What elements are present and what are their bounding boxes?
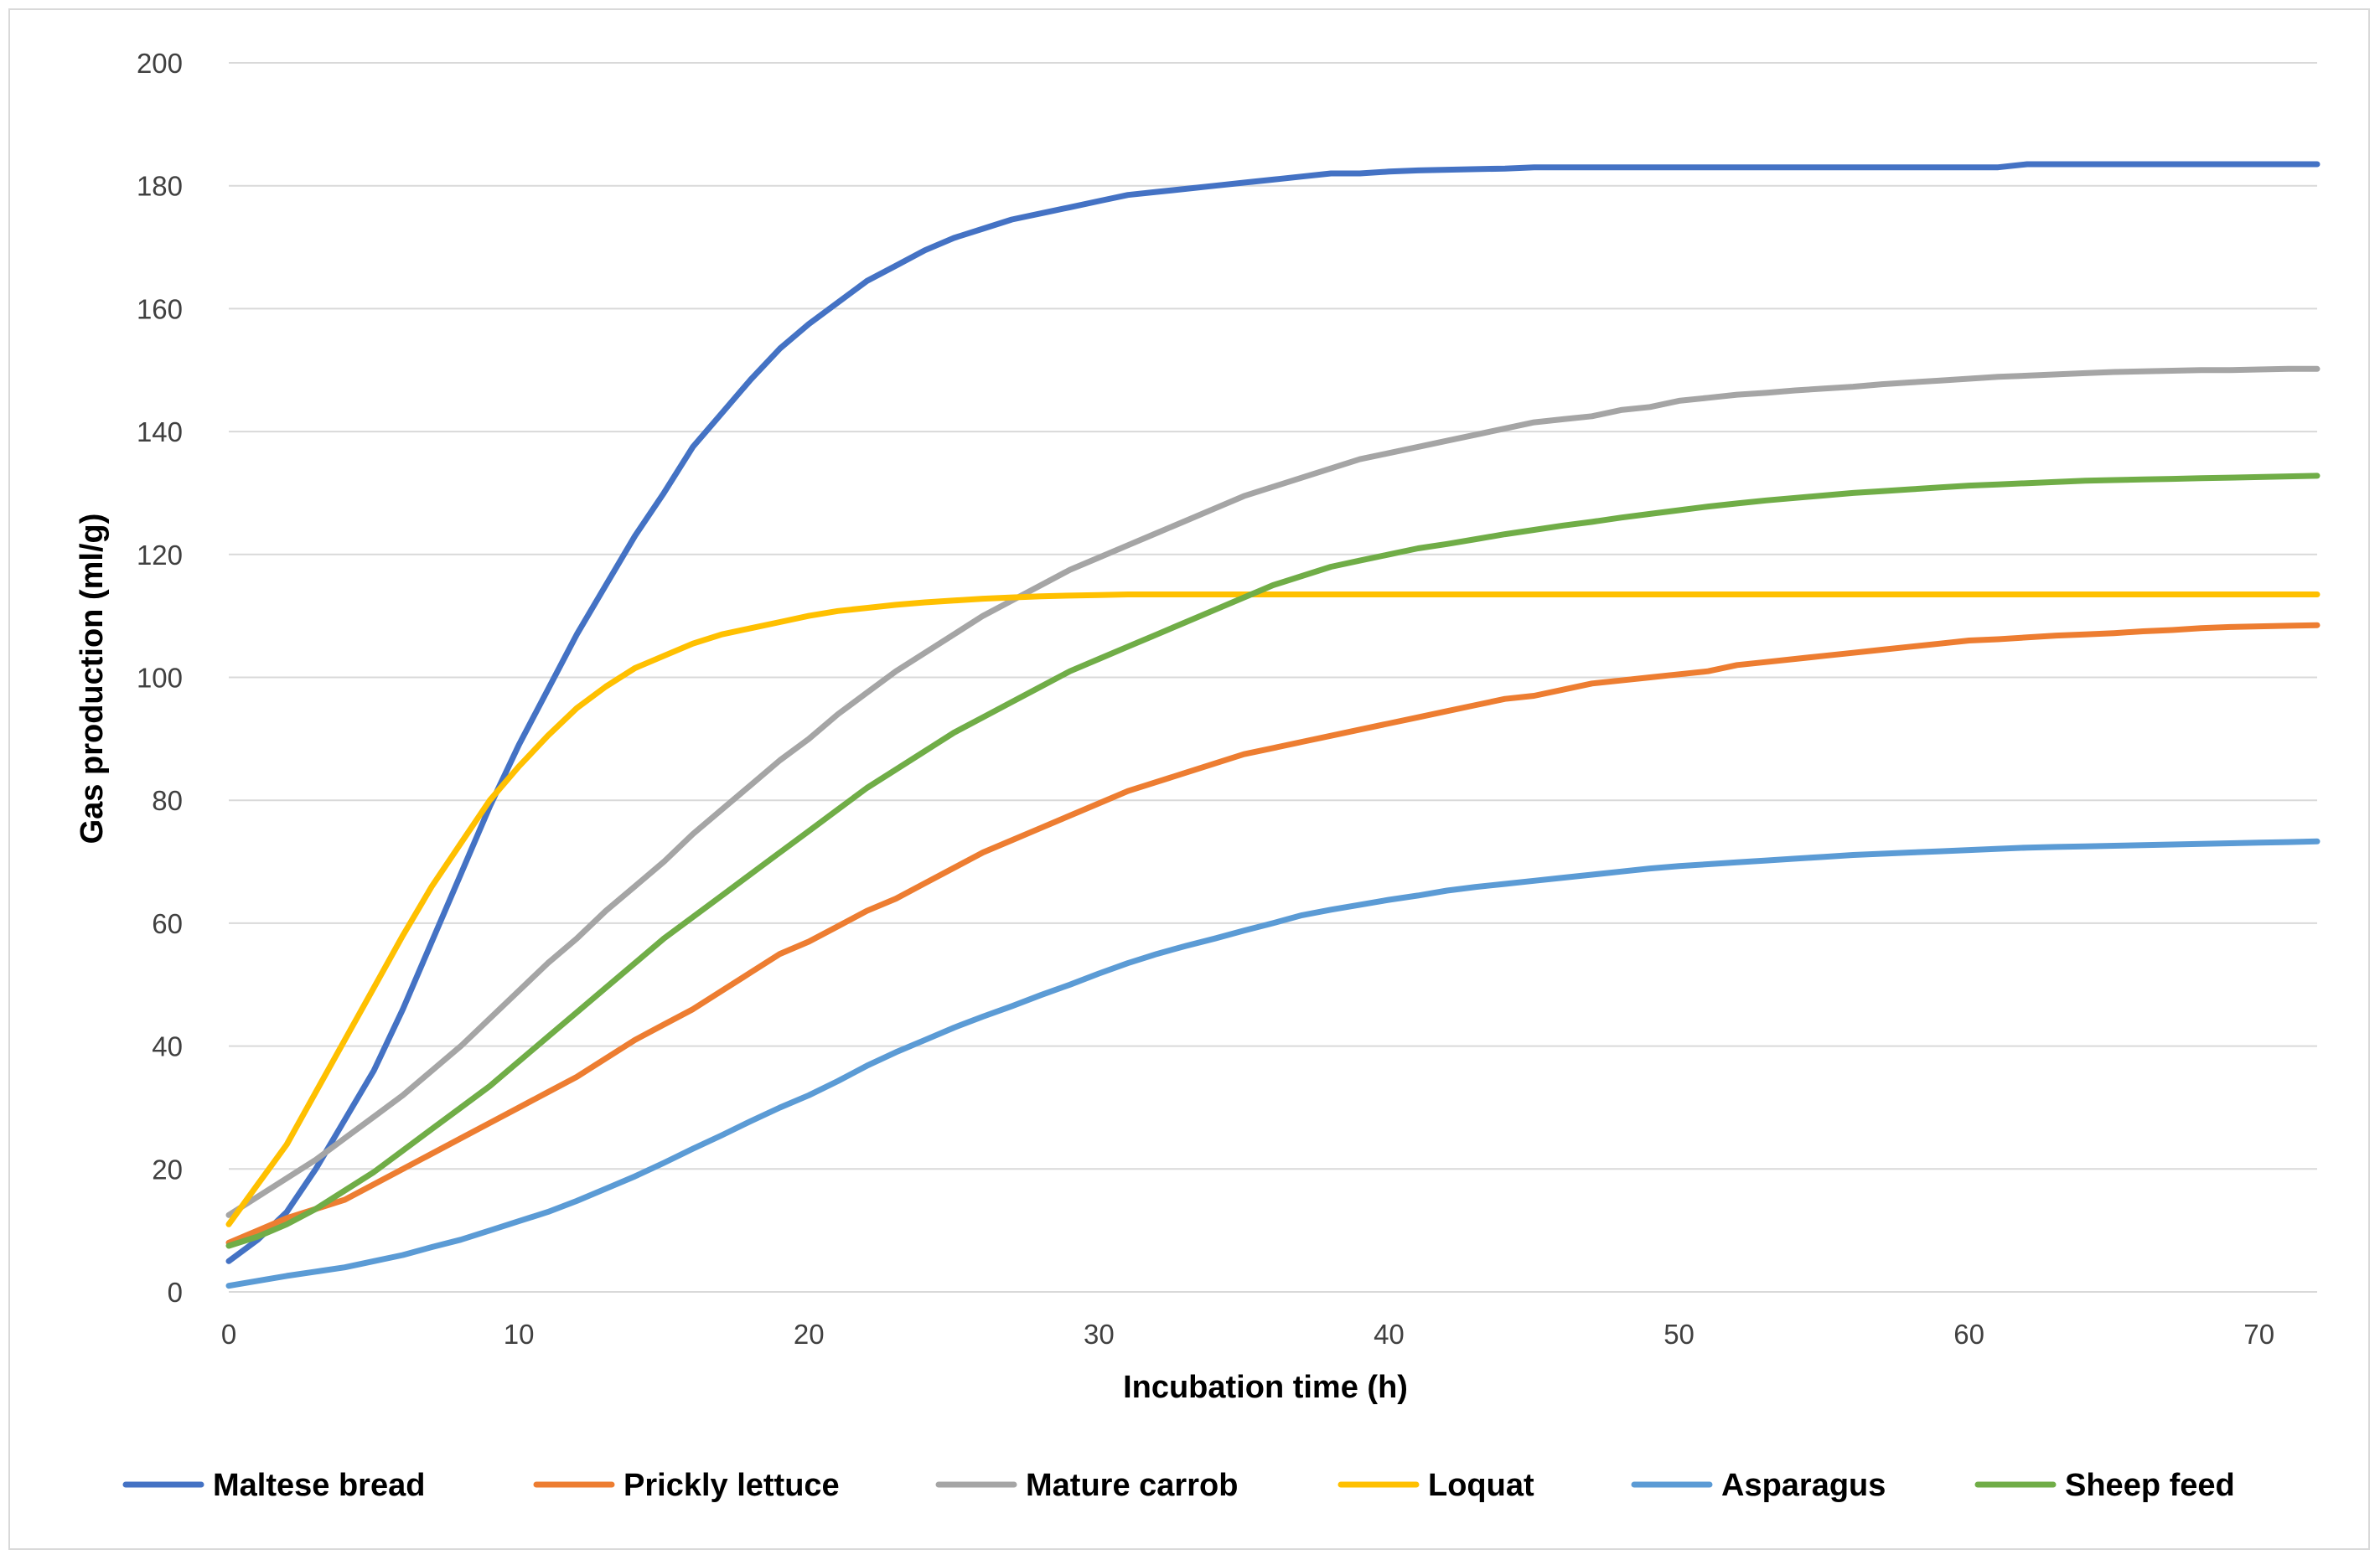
x-tick-label: 20 <box>794 1319 825 1350</box>
legend-item: Asparagus <box>1631 1468 1886 1503</box>
y-tick-label: 40 <box>152 1031 183 1062</box>
x-tick-label: 40 <box>1374 1319 1405 1350</box>
y-tick-label: 160 <box>137 293 183 324</box>
legend-label: Sheep feed <box>2065 1468 2235 1503</box>
legend-label: Asparagus <box>1721 1468 1886 1503</box>
legend-item: Sheep feed <box>1974 1468 2235 1503</box>
y-tick-label: 200 <box>137 48 183 79</box>
axes: Incubation time (h) Gas production (ml/g… <box>75 48 2274 1405</box>
legend-label: Prickly lettuce <box>623 1468 840 1503</box>
y-tick-label: 0 <box>168 1277 183 1308</box>
y-tick-label: 80 <box>152 785 183 816</box>
series-line-maltese-bread <box>225 161 2320 1264</box>
y-tick-label: 20 <box>152 1154 183 1185</box>
legend-item: Loquat <box>1337 1468 1534 1503</box>
legend-item: Maltese bread <box>122 1468 425 1503</box>
chart-frame <box>8 8 2370 1550</box>
series <box>225 161 2320 1289</box>
legend-label: Mature carrob <box>1026 1468 1238 1503</box>
y-axis-title: Gas production (ml/g) <box>75 514 110 845</box>
legend: Maltese bread Prickly lettuce Mature carro… <box>122 1468 2235 1503</box>
x-tick-label: 10 <box>504 1319 535 1350</box>
x-tick-label: 50 <box>1663 1319 1694 1350</box>
x-tick-label: 0 <box>221 1319 236 1350</box>
x-axis-title: Incubation time (h) <box>1123 1370 1408 1405</box>
x-tick-label: 30 <box>1084 1319 1115 1350</box>
series-line-prickly-lettuce <box>225 622 2320 1246</box>
y-tick-label: 60 <box>152 908 183 939</box>
legend-item: Prickly lettuce <box>533 1468 840 1503</box>
legend-item: Mature carrob <box>935 1468 1238 1503</box>
series-line-mature-carrob <box>225 365 2320 1218</box>
series-line-asparagus <box>225 838 2320 1289</box>
gridlines <box>229 62 2317 1293</box>
series-line-sheep-feed <box>225 473 2320 1249</box>
x-tick-label: 60 <box>1953 1319 1984 1350</box>
series-line-loquat <box>225 591 2320 1227</box>
y-tick-label: 180 <box>137 171 183 202</box>
y-tick-label: 100 <box>137 663 183 694</box>
x-tick-label: 70 <box>2243 1319 2274 1350</box>
legend-label: Loquat <box>1428 1468 1534 1503</box>
y-tick-label: 120 <box>137 540 183 571</box>
y-tick-label: 140 <box>137 416 183 447</box>
legend-label: Maltese bread <box>213 1468 425 1503</box>
